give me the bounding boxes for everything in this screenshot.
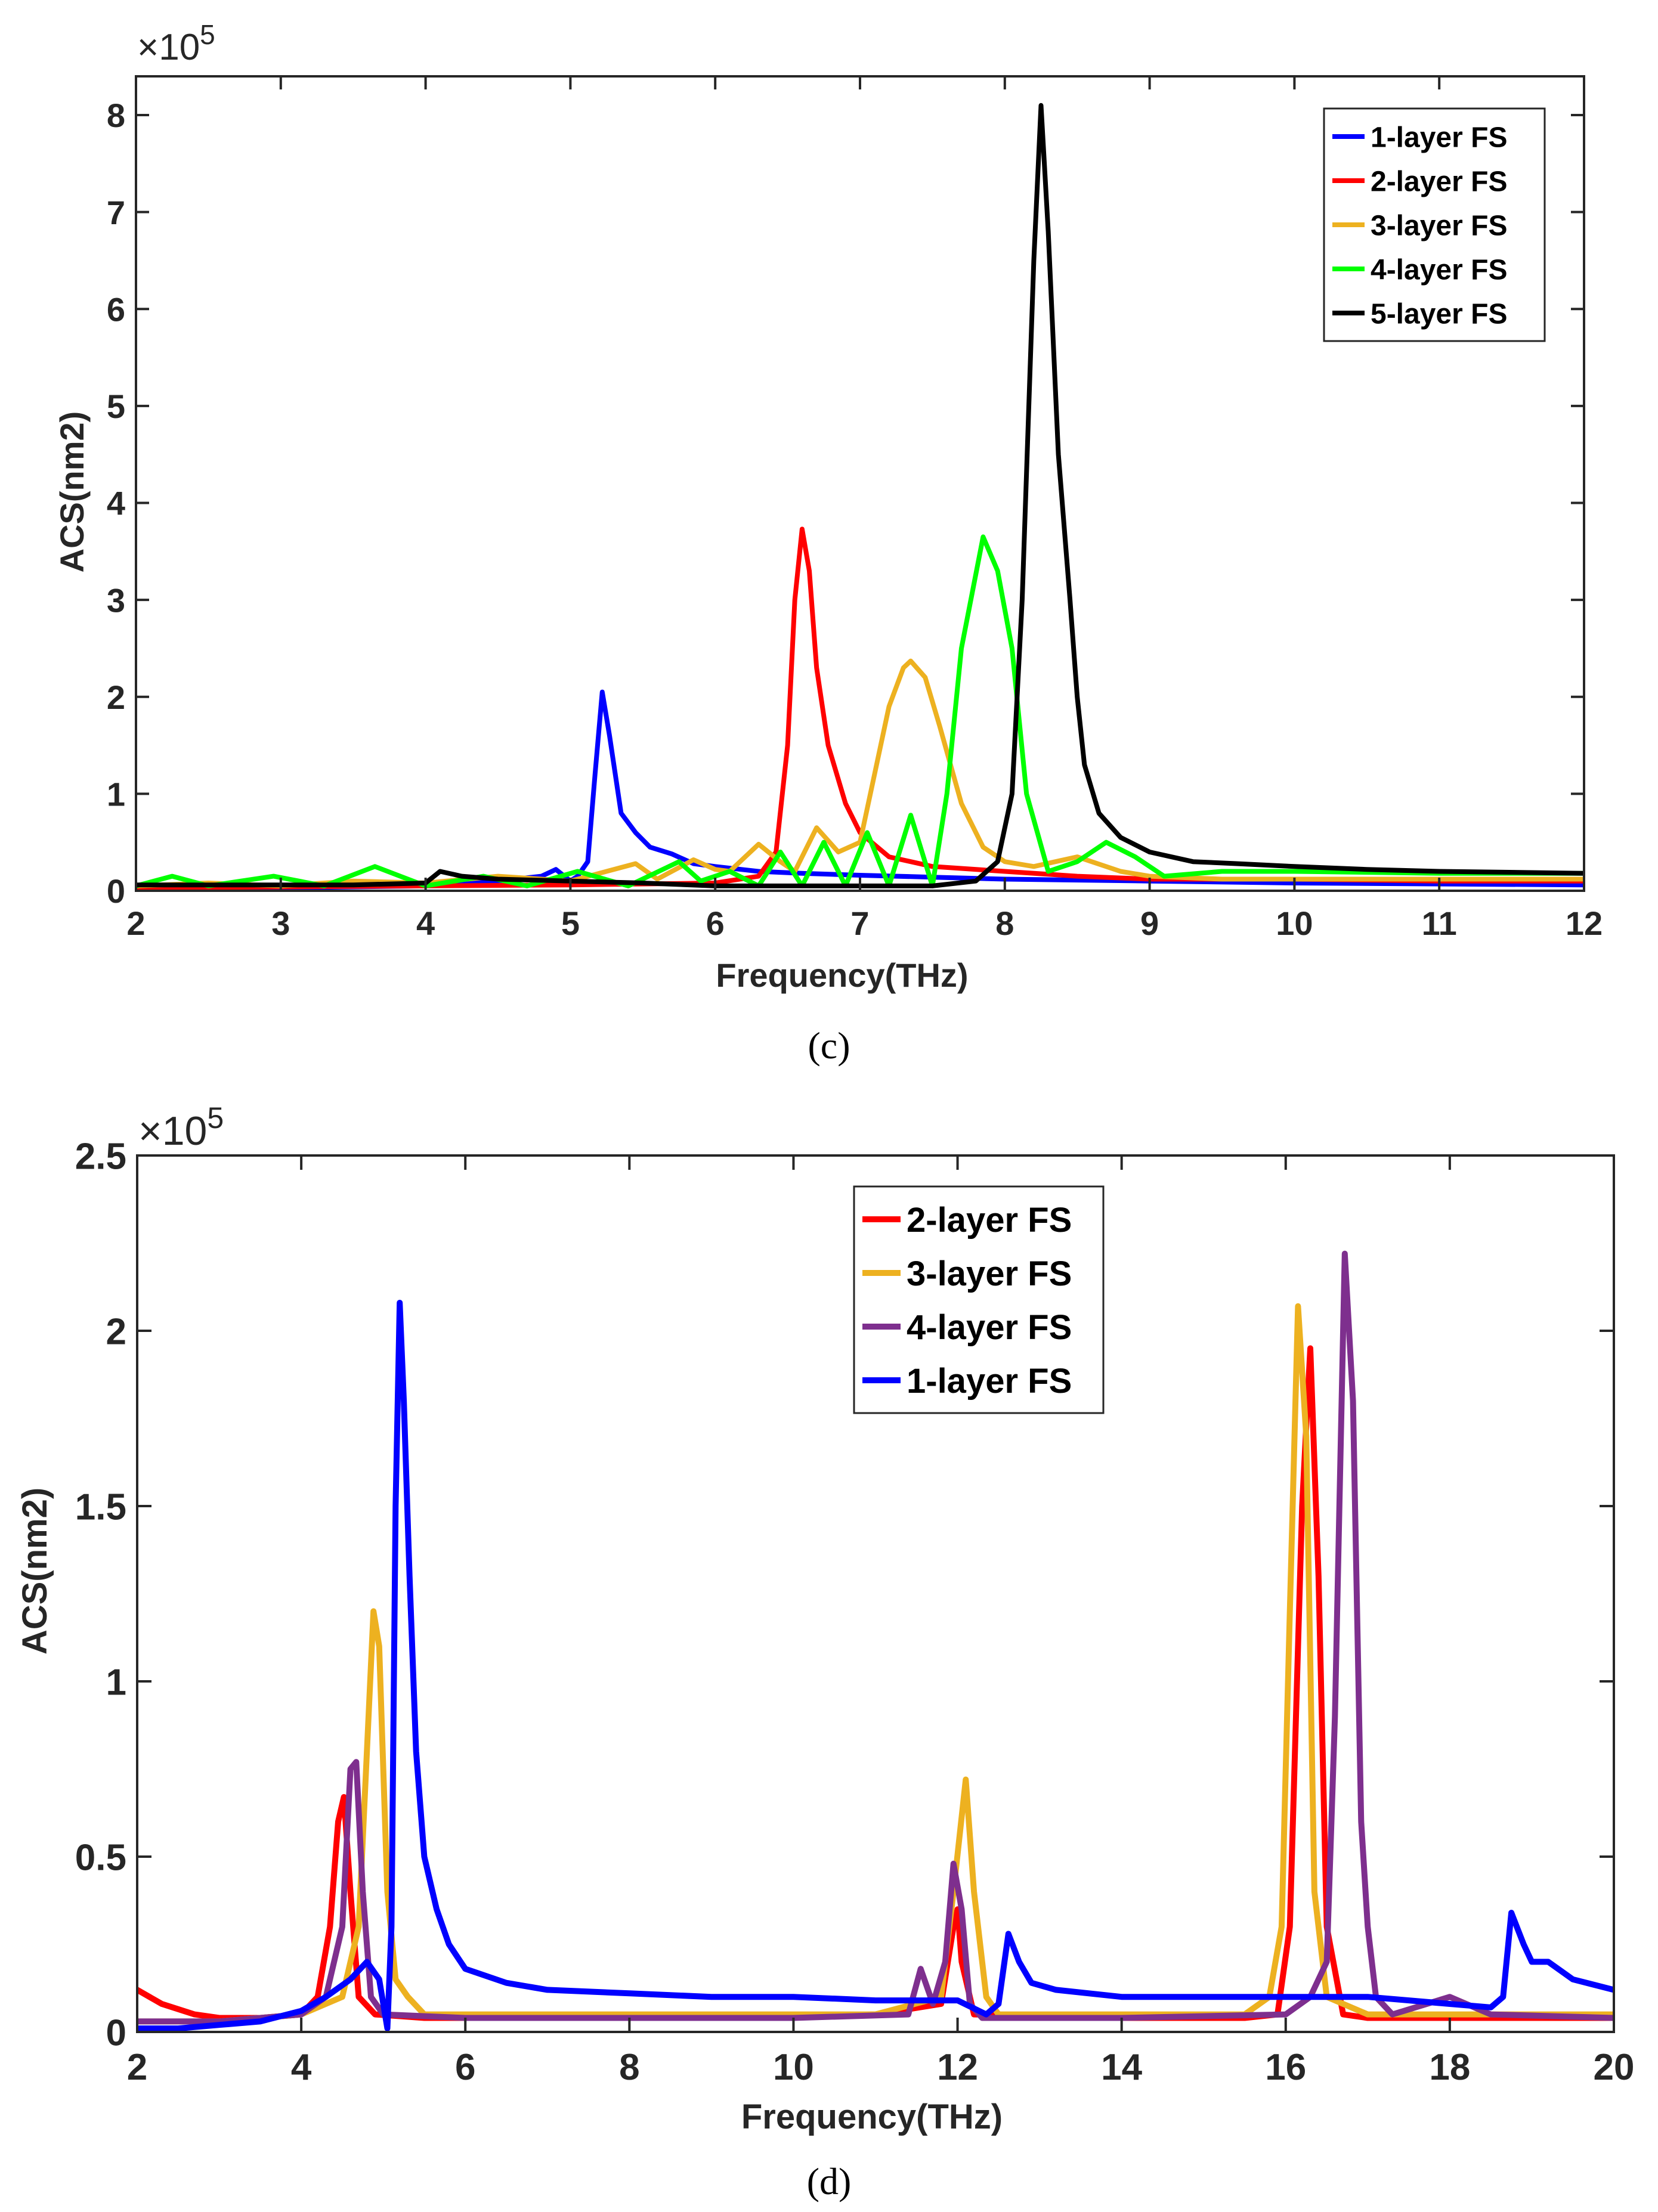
y-tick-label-c: 7	[107, 194, 125, 231]
x-tick-label-c: 9	[1140, 904, 1159, 942]
legend-label-5-layer-fs-c: 5-layer FS	[1371, 298, 1507, 330]
axes-frame-d	[136, 1154, 1615, 2033]
series-line-1-layer-fs-d	[137, 1300, 1614, 2032]
legend-label-4-layer-fs-c: 4-layer FS	[1371, 254, 1507, 286]
x-tick-label-d: 2	[127, 2047, 147, 2088]
plot-area-c	[136, 103, 1584, 891]
y-tick-label-d: 1.5	[75, 1486, 126, 1528]
x-tick-label-c: 12	[1566, 904, 1603, 942]
y-tick-label-c: 4	[107, 485, 125, 522]
x-tick-label-d: 16	[1265, 2047, 1306, 2088]
x-tick-label-d: 20	[1594, 2047, 1635, 2088]
multiplier-d: ×105	[138, 1101, 224, 1154]
y-tick-label-c: 8	[107, 97, 125, 134]
series-group-d	[137, 1250, 1614, 2032]
x-tick-label-c: 2	[126, 904, 145, 942]
legend-box-d	[853, 1185, 1105, 1414]
legend-label-2-layer-fs-d: 2-layer FS	[907, 1201, 1072, 1240]
x-tick-label-c: 10	[1276, 904, 1313, 942]
plot-area-d	[137, 1250, 1614, 2032]
legend-label-4-layer-fs-d: 4-layer FS	[907, 1308, 1072, 1347]
series-line-4-layer-fs-c	[136, 534, 1584, 888]
series-line-5-layer-fs-c	[136, 103, 1584, 888]
legend-label-3-layer-fs-c: 3-layer FS	[1371, 210, 1507, 241]
y-tick-label-c: 1	[107, 776, 125, 813]
y-tick-label-c: 5	[107, 388, 125, 425]
x-tick-label-c: 3	[271, 904, 290, 942]
y-tick-label-c: 0	[107, 872, 125, 910]
panel-label-c: (c)	[808, 1024, 850, 1067]
x-tick-label-d: 6	[455, 2047, 475, 2088]
y-tick-label-d: 1	[106, 1662, 126, 1703]
x-tick-label-d: 4	[291, 2047, 312, 2088]
x-tick-label-d: 10	[773, 2047, 814, 2088]
legend-label-1-layer-fs-d: 1-layer FS	[907, 1362, 1072, 1401]
y-tick-label-d: 2	[106, 1311, 126, 1352]
y-tick-label-c: 2	[107, 679, 125, 716]
multiplier-base-c: ×10	[137, 27, 200, 68]
x-tick-label-c: 7	[850, 904, 869, 942]
legend-d: 2-layer FS 3-layer FS 4-layer FS 1-layer FS	[853, 1185, 1105, 1414]
y-tick-label-d: 2.5	[75, 1136, 126, 1177]
y-tick-label-d: 0	[106, 2012, 126, 2053]
series-group-c	[136, 103, 1584, 891]
x-tick-label-c: 4	[416, 904, 435, 942]
y-tick-label-c: 3	[107, 581, 125, 619]
y-axis-label-d: ACS(nm2)	[16, 1488, 54, 1655]
x-tick-label-c: 11	[1422, 904, 1457, 942]
x-axis-label-d: Frequency(THz)	[741, 2098, 1003, 2136]
series-line-4-layer-fs-d	[137, 1250, 1614, 2025]
multiplier-exponent-c: 5	[200, 19, 215, 50]
multiplier-c: ×105	[137, 19, 215, 68]
legend-label-2-layer-fs-c: 2-layer FS	[1371, 166, 1507, 197]
panel-d: 2 4 6 8 10 12 14 16 18 20 0 0.5 1 1.5 2 2.5 Frequency(T…	[16, 1101, 1634, 2202]
x-tick-label-d: 18	[1429, 2047, 1470, 2088]
multiplier-base-d: ×10	[138, 1108, 207, 1154]
legend-label-3-layer-fs-d: 3-layer FS	[907, 1254, 1072, 1293]
x-tick-label-d: 8	[619, 2047, 639, 2088]
legend-c: 1-layer FS 2-layer FS 3-layer FS 4-layer FS…	[1323, 107, 1546, 342]
x-tick-label-d: 12	[937, 2047, 978, 2088]
axes-d: 2 4 6 8 10 12 14 16 18 20 0 0.5 1 1.5 2 2.5	[75, 1136, 1635, 2088]
x-tick-label-d: 14	[1101, 2047, 1142, 2088]
x-tick-label-c: 8	[995, 904, 1014, 942]
y-axis-label-c: ACS(nm2)	[53, 411, 91, 573]
x-axis-label-c: Frequency(THz)	[716, 956, 968, 994]
multiplier-exponent-d: 5	[207, 1101, 224, 1135]
legend-label-1-layer-fs-c: 1-layer FS	[1371, 122, 1507, 153]
y-tick-label-c: 6	[107, 290, 125, 328]
panel-label-d: (d)	[807, 2160, 852, 2202]
x-tick-label-c: 6	[706, 904, 725, 942]
x-tick-label-c: 5	[561, 904, 580, 942]
y-tick-label-d: 0.5	[75, 1837, 126, 1878]
